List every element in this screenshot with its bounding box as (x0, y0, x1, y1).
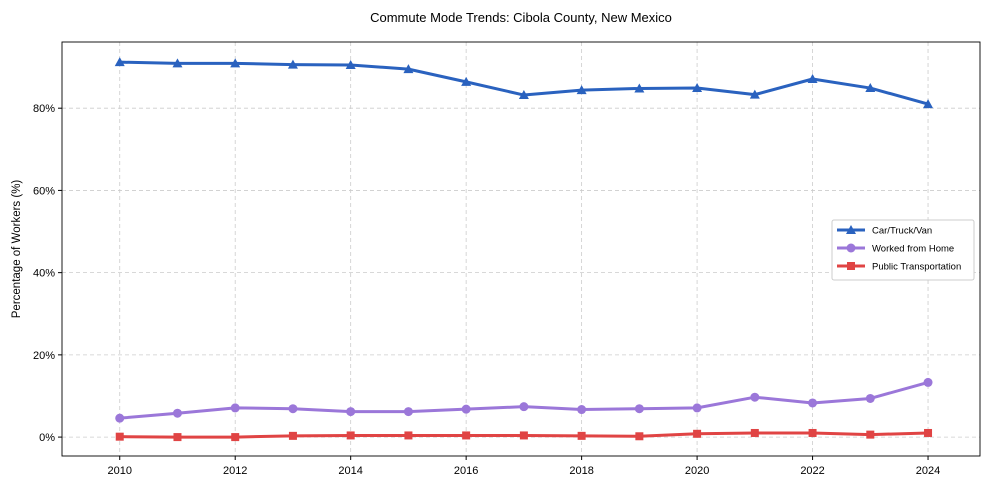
x-tick-label: 2024 (916, 465, 940, 477)
data-point (634, 404, 644, 414)
data-point (288, 431, 297, 440)
data-point (461, 404, 471, 414)
data-point (865, 393, 875, 403)
data-point (346, 431, 355, 440)
legend-box (831, 219, 975, 281)
data-point (750, 428, 759, 437)
data-point (519, 402, 529, 412)
data-point (577, 431, 586, 440)
y-axis-label: Percentage of Workers (%) (11, 180, 23, 319)
data-point (807, 74, 818, 84)
data-point (865, 83, 876, 93)
legend: Car/Truck/Van Worked from Home Public Tran… (831, 219, 975, 281)
data-point (461, 76, 472, 86)
data-point (230, 58, 241, 68)
x-tick-label: 2012 (223, 465, 247, 477)
x-tick-label: 2022 (800, 465, 824, 477)
data-point (462, 431, 471, 440)
data-point (635, 432, 644, 441)
legend-label: Car/Truck/Van (872, 226, 932, 237)
y-tick-label: 80% (33, 103, 55, 115)
data-point (749, 89, 760, 99)
legend-marker (846, 225, 856, 234)
x-tick-label: 2018 (569, 465, 593, 477)
data-point (518, 90, 529, 100)
legend-marker (846, 243, 856, 253)
data-point (750, 392, 760, 402)
data-point (577, 405, 587, 415)
data-point (287, 59, 298, 69)
data-point (288, 404, 298, 414)
data-point (404, 431, 413, 440)
legend-label: Worked from Home (872, 244, 954, 255)
data-point (345, 60, 356, 70)
data-point (693, 429, 702, 438)
data-point (115, 432, 124, 441)
data-point (923, 99, 934, 109)
data-point (923, 377, 933, 387)
data-point (692, 403, 702, 413)
data-point (114, 57, 125, 67)
series-line-1 (119, 380, 929, 420)
x-tick-label: 2014 (338, 465, 362, 477)
data-point (115, 413, 125, 423)
data-point (808, 428, 817, 437)
y-tick-label: 0% (39, 432, 55, 444)
data-point (576, 85, 587, 95)
data-point (230, 403, 240, 413)
data-point (866, 430, 875, 439)
plot-frame (61, 41, 981, 457)
legend-label: Public Transportation (872, 262, 961, 273)
y-tick-label: 60% (33, 185, 55, 197)
y-tick-label: 40% (33, 268, 55, 280)
data-point (173, 433, 182, 442)
x-tick-label: 2010 (107, 465, 131, 477)
data-point (231, 433, 240, 442)
chart-title: Commute Mode Trends: Cibola County, New … (370, 10, 672, 25)
data-point (172, 408, 182, 418)
data-point (519, 431, 528, 440)
data-point (634, 83, 645, 93)
data-point (172, 58, 183, 68)
x-tick-label: 2020 (685, 465, 709, 477)
data-point (692, 83, 703, 93)
x-tick-label: 2016 (454, 465, 478, 477)
legend-marker (847, 262, 855, 270)
data-point (346, 407, 356, 417)
data-point (403, 407, 413, 417)
data-point (808, 398, 818, 408)
y-tick-label: 20% (33, 350, 55, 362)
data-point (403, 64, 414, 74)
data-point (924, 428, 933, 437)
